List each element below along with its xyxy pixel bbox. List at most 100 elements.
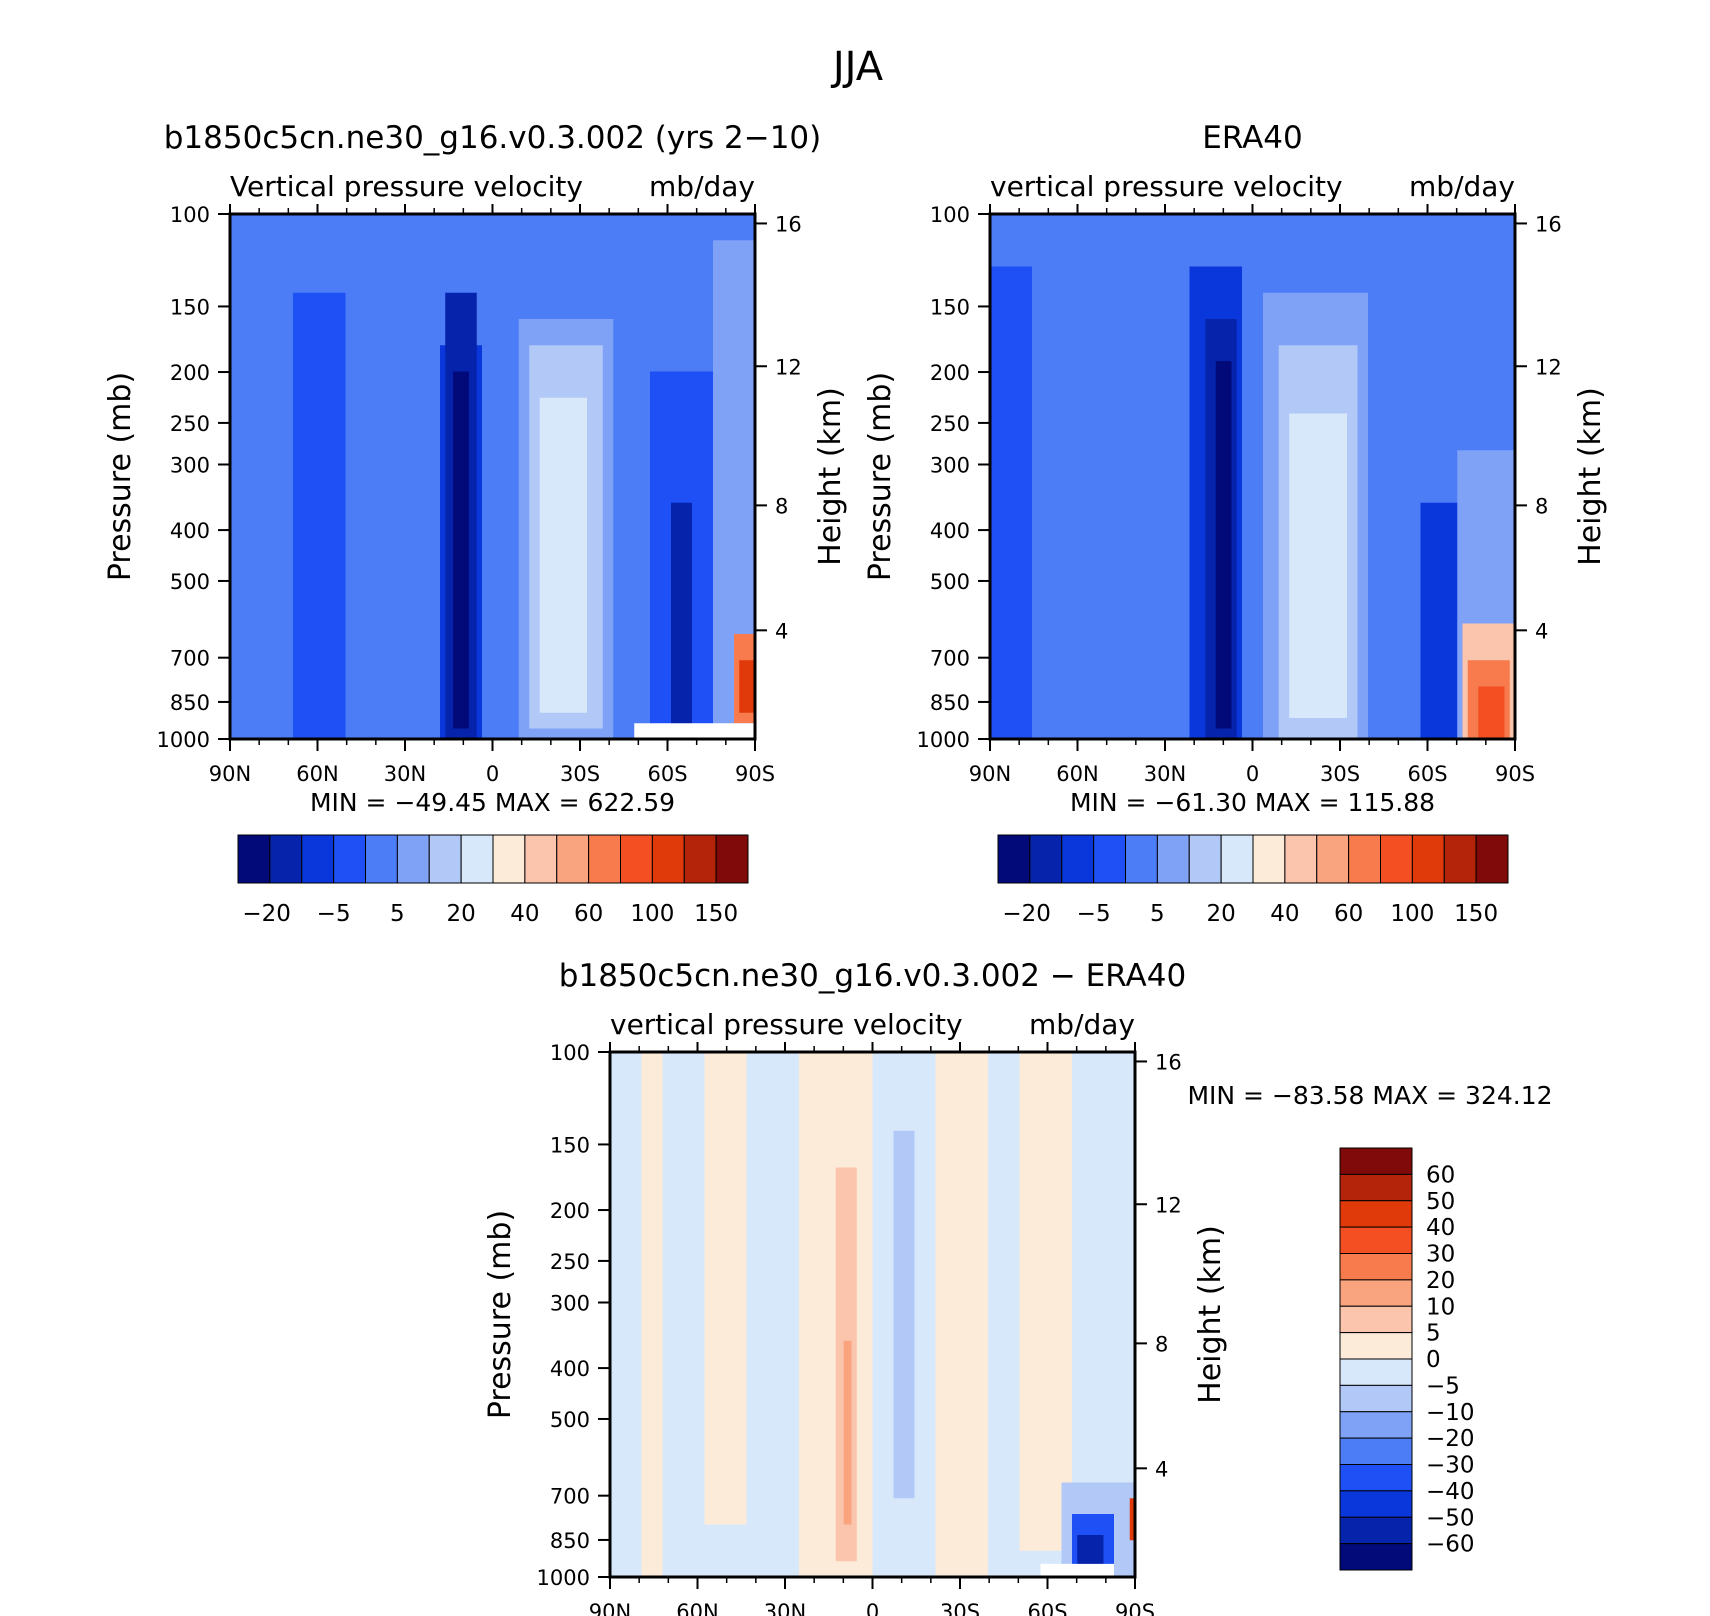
x-tick-label: 60S (647, 762, 687, 786)
x-tick-label: 30S (940, 1600, 980, 1616)
colorbar-box (333, 834, 366, 884)
colorbar-box (715, 834, 749, 884)
colorbar-box (1029, 834, 1063, 884)
colorbar: −20 −5 5 20 40 60 100 150 (997, 834, 1509, 927)
colorbar-label: −60 (1426, 1532, 1475, 1558)
panel-title: b1850c5cn.ne30_g16.v0.3.002 − ERA40 (559, 958, 1186, 994)
colorbar-label: 5 (390, 901, 405, 927)
colorbar-label: 10 (1426, 1294, 1455, 1320)
colorbar-box (1339, 1490, 1413, 1518)
x-tick-label: 30N (1144, 762, 1186, 786)
colorbar-box (237, 834, 271, 884)
colorbar-box (1339, 1411, 1413, 1439)
colorbar-label: 60 (1426, 1162, 1455, 1188)
colorbar-box (1339, 1516, 1413, 1545)
contour-region (1077, 1535, 1104, 1567)
contour-region (843, 1340, 852, 1525)
y-right-tick-label: 12 (1535, 355, 1562, 379)
y-tick-label: 100 (550, 1041, 590, 1065)
contour-region (739, 660, 755, 713)
y-tick-label: 400 (170, 519, 210, 543)
subtitle-right: mb/day (1409, 170, 1515, 203)
x-tick-label: 90S (1495, 762, 1535, 786)
y-right-axis-label: Height (km) (1193, 1225, 1228, 1404)
x-tick-label: 90S (735, 762, 775, 786)
contour-region (453, 371, 469, 729)
colorbar-label: 20 (1206, 901, 1235, 927)
y-right-tick-label: 8 (1535, 494, 1548, 518)
colorbar-label: −5 (1077, 901, 1111, 927)
y-tick-label: 400 (550, 1357, 590, 1381)
colorbar-label: −50 (1426, 1505, 1475, 1531)
colorbar-box (1156, 834, 1190, 884)
colorbar-label: −20 (1426, 1426, 1475, 1452)
y-tick-label: 250 (930, 412, 970, 436)
contour-region (704, 1052, 747, 1525)
colorbar-box (556, 834, 590, 884)
colorbar-box (1339, 1384, 1413, 1413)
y-tick-label: 150 (170, 295, 210, 319)
x-tick-label: 30N (384, 762, 426, 786)
colorbar-box (460, 834, 494, 884)
x-tick-label: 60N (296, 762, 338, 786)
y-right-tick-label: 12 (1155, 1193, 1182, 1217)
y-tick-label: 850 (550, 1529, 590, 1553)
colorbar-label: 100 (630, 901, 674, 927)
colorbar-box (1339, 1358, 1413, 1386)
y-tick-label: 1000 (537, 1566, 590, 1590)
colorbar-label: −20 (1002, 901, 1051, 927)
colorbar-label: 150 (694, 901, 738, 927)
y-right-tick-label: 16 (775, 212, 802, 236)
colorbar-label: −5 (1426, 1373, 1460, 1399)
colorbar-box (1339, 1226, 1413, 1254)
y-axis-label: Pressure (mb) (863, 372, 898, 581)
y-tick-label: 100 (170, 203, 210, 227)
colorbar-box (1475, 834, 1509, 884)
colorbar-box (1220, 834, 1254, 884)
y-right-tick-label: 4 (775, 619, 788, 643)
min-max-stats: MIN = −49.45 MAX = 622.59 (310, 788, 675, 817)
colorbar-box (1252, 834, 1286, 884)
y-tick-label: 850 (170, 691, 210, 715)
contour-region (1478, 686, 1505, 739)
y-tick-label: 150 (930, 295, 970, 319)
y-tick-label: 200 (550, 1199, 590, 1223)
x-tick-label: 90N (969, 762, 1011, 786)
colorbar-box (365, 834, 398, 884)
y-tick-label: 1000 (917, 728, 970, 752)
subtitle-left: vertical pressure velocity (990, 170, 1343, 203)
contour-region (539, 397, 587, 713)
colorbar-box (1284, 834, 1318, 884)
x-tick-label: 30S (560, 762, 600, 786)
subtitle-left: Vertical pressure velocity (230, 170, 583, 203)
y-tick-label: 300 (170, 453, 210, 477)
x-tick-label: 0 (1246, 762, 1259, 786)
y-tick-label: 200 (930, 361, 970, 385)
colorbar-label: 40 (1270, 901, 1299, 927)
x-tick-label: 90N (209, 762, 251, 786)
y-tick-label: 250 (170, 412, 210, 436)
colorbar: −20 −5 5 20 40 60 100 150 (237, 834, 749, 927)
colorbar-box (1339, 1173, 1413, 1202)
x-tick-label: 60S (1407, 762, 1447, 786)
colorbar-box (1339, 1305, 1413, 1334)
colorbar-box (428, 834, 462, 884)
subtitle-right: mb/day (1029, 1008, 1135, 1041)
contour-region (641, 1052, 663, 1577)
colorbar-label: 5 (1150, 901, 1165, 927)
colorbar-box (1339, 1279, 1413, 1307)
colorbar-box (1339, 1200, 1413, 1228)
panel-title: b1850c5cn.ne30_g16.v0.3.002 (yrs 2−10) (164, 120, 821, 156)
colorbar-label: 40 (1426, 1215, 1455, 1241)
colorbar-label: −5 (317, 901, 351, 927)
y-right-tick-label: 4 (1535, 619, 1548, 643)
y-tick-label: 700 (170, 647, 210, 671)
contour-region (1215, 361, 1232, 729)
y-tick-label: 150 (550, 1133, 590, 1157)
subtitle-left: vertical pressure velocity (610, 1008, 963, 1041)
y-right-tick-label: 8 (775, 494, 788, 518)
y-right-axis-label: Height (km) (1573, 387, 1608, 566)
chart-panel-2: ERA40 vertical pressure velocity mb/day 100… (863, 120, 1608, 927)
x-tick-label: 60N (676, 1600, 718, 1616)
